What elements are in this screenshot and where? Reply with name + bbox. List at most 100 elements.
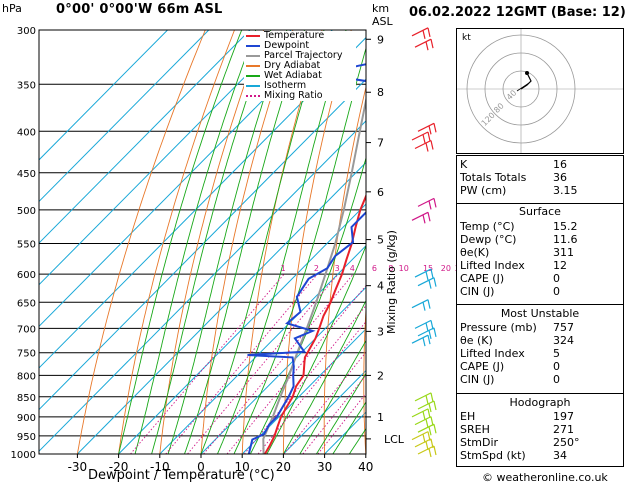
wind-barb-feather <box>428 448 432 458</box>
x-tick-label: -30 <box>68 460 88 474</box>
dry-adiabat <box>241 30 323 454</box>
wind-barb-feather <box>427 212 431 222</box>
row-value: 0 <box>553 373 560 386</box>
wind-barb-feather <box>433 198 437 208</box>
row-value: 324 <box>553 334 574 347</box>
hodograph-panel: kt 40 80 120 <box>456 28 624 154</box>
legend-label: Dry Adiabat <box>264 60 321 71</box>
wind-barb-feather <box>430 392 434 403</box>
wet-adiabat <box>299 339 366 454</box>
km-tick-label: 9 <box>377 33 384 46</box>
table-row: Pressure (mb) 757 <box>457 321 623 337</box>
mixing-ratio-label: 3 <box>335 264 340 273</box>
isotherm-line <box>39 30 251 244</box>
legend-label: Isotherm <box>264 80 307 91</box>
table-row: Temp (°C) 15.2 <box>457 220 623 236</box>
row-key: CAPE (J) <box>460 272 505 285</box>
wind-barb <box>414 416 432 426</box>
wind-barb-feather <box>433 424 437 434</box>
wet-adiabat <box>118 30 243 454</box>
wind-barb-feather <box>430 140 434 150</box>
asl-unit: ASL <box>372 15 393 28</box>
row-value: 271 <box>553 423 574 436</box>
pressure-label: 450 <box>17 169 36 180</box>
sounding-curves <box>247 63 366 454</box>
mixing-ratio-line <box>165 273 318 454</box>
mixing-ratio-label: 10 <box>399 264 409 273</box>
mixing-ratio-label: 1 <box>281 264 286 273</box>
pressure-label: 750 <box>17 349 36 360</box>
legend: Temperature Dewpoint Parcel Trajectory Dry … <box>244 31 356 101</box>
wind-barb <box>417 327 435 337</box>
wind-barb-feather <box>427 335 431 345</box>
isotherm-line <box>77 161 366 454</box>
wind-barb-feather <box>433 327 437 337</box>
row-key: θe(K) <box>460 246 490 259</box>
wind-barb-feather <box>428 280 432 289</box>
wind-barb-feather <box>428 403 432 413</box>
row-value: 311 <box>553 246 574 259</box>
pressure-label: 400 <box>17 127 36 138</box>
wind-barb <box>414 268 432 278</box>
legend-label: Wet Adiabat <box>264 70 322 81</box>
pressure-label: 900 <box>17 413 36 424</box>
mixing-ratio-line <box>130 273 285 454</box>
row-value: 0 <box>553 360 560 373</box>
wet-adiabat <box>151 30 272 454</box>
legend-item: Temperature <box>244 31 356 41</box>
dry-adiabat <box>363 301 366 454</box>
isotherm-line <box>283 369 366 454</box>
legend-item: Isotherm <box>244 81 356 91</box>
x-tick-label: 10 <box>235 460 250 474</box>
row-value: 34 <box>553 449 567 462</box>
row-key: StmSpd (kt) <box>460 449 526 462</box>
isotherm-line <box>39 30 168 161</box>
legend-item: Mixing Ratio <box>244 91 356 101</box>
wet-adiabat <box>249 156 366 454</box>
pressure-label: 550 <box>17 239 36 250</box>
table-row: StmSpd (kt) 34 <box>457 449 623 465</box>
pressure-label: 600 <box>17 270 36 281</box>
pressure-label: 500 <box>17 206 36 217</box>
legend-item: Dewpoint <box>244 41 356 51</box>
wet-adiabat <box>283 299 366 454</box>
wet-adiabat <box>184 30 306 454</box>
km-tick-label: 5 <box>377 234 384 247</box>
dry-adiabat <box>200 30 294 454</box>
row-key: Pressure (mb) <box>460 321 537 334</box>
row-key: Totals Totals <box>460 171 527 184</box>
station-location: 0°00' 0°00'W 66m ASL <box>56 2 223 17</box>
row-key: Temp (°C) <box>460 220 515 233</box>
wet-adiabat <box>200 30 325 454</box>
legend-swatch <box>246 65 260 67</box>
wind-barb <box>411 334 429 344</box>
row-key: Lifted Index <box>460 347 525 360</box>
x-tick-label: 20 <box>276 460 291 474</box>
wind-barb-feather <box>422 302 426 311</box>
dry-adiabat <box>402 30 439 454</box>
wind-barb <box>414 319 432 329</box>
dry-adiabat <box>159 30 265 454</box>
table-row: Totals Totals 36 <box>457 171 623 187</box>
pressure-label: 650 <box>17 298 36 309</box>
pressure-label: 950 <box>17 432 36 443</box>
wind-barb-feather <box>422 411 426 421</box>
surface-table: Surface Temp (°C) 15.2 Dewp (°C) 11.6 θe(K) 3… <box>456 203 624 306</box>
wind-barb <box>411 408 429 418</box>
hodograph-table: Hodograph EH 197 SREH 271 StmDir 250° StmSpd (… <box>456 393 624 467</box>
dry-adiabat <box>76 30 206 454</box>
mixing-ratio-line <box>226 284 366 454</box>
mixing-ratio-line <box>243 304 366 454</box>
pressure-label: 850 <box>17 393 36 404</box>
row-key: EH <box>460 410 476 423</box>
table-row: Dewp (°C) 11.6 <box>457 233 623 249</box>
legend-label: Temperature <box>264 30 325 41</box>
row-value: 757 <box>553 321 574 334</box>
wind-barb-feather <box>427 408 431 419</box>
wind-barb-feather <box>430 268 434 279</box>
x-tick-label: -20 <box>109 460 129 474</box>
x-tick-label: 0 <box>197 460 205 474</box>
wind-barb-feather <box>428 426 432 436</box>
x-tick-label: 40 <box>358 460 373 474</box>
